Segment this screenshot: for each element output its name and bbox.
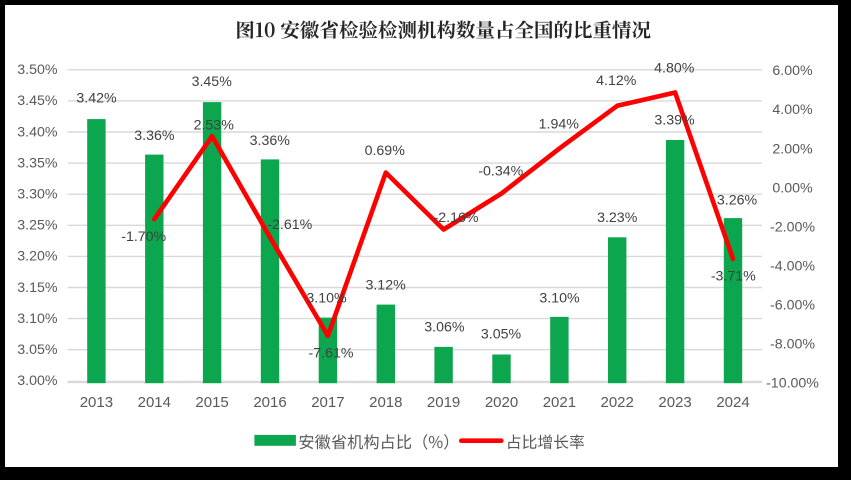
svg-text:-4.00%: -4.00%	[770, 258, 815, 274]
svg-text:-10.00%: -10.00%	[766, 376, 819, 392]
svg-text:3.10%: 3.10%	[17, 311, 58, 327]
svg-text:0.00%: 0.00%	[772, 180, 813, 196]
svg-text:2018: 2018	[369, 394, 402, 411]
svg-text:3.45%: 3.45%	[17, 93, 58, 109]
svg-text:-2.61%: -2.61%	[267, 217, 312, 233]
svg-text:3.12%: 3.12%	[365, 278, 406, 294]
svg-text:1.94%: 1.94%	[539, 117, 580, 133]
svg-text:3.20%: 3.20%	[17, 249, 58, 265]
svg-text:-8.00%: -8.00%	[770, 337, 815, 353]
svg-text:2017: 2017	[311, 394, 344, 411]
svg-text:2019: 2019	[427, 394, 460, 411]
svg-text:4.12%: 4.12%	[596, 73, 637, 89]
svg-text:3.10%: 3.10%	[306, 291, 347, 307]
svg-text:3.05%: 3.05%	[481, 326, 522, 342]
svg-text:2.00%: 2.00%	[772, 141, 813, 157]
svg-text:3.06%: 3.06%	[424, 320, 465, 336]
svg-text:4.80%: 4.80%	[654, 61, 695, 77]
svg-text:3.23%: 3.23%	[597, 210, 638, 226]
svg-text:3.10%: 3.10%	[539, 291, 580, 307]
svg-text:-7.61%: -7.61%	[309, 346, 354, 362]
svg-text:3.00%: 3.00%	[17, 373, 58, 389]
svg-text:3.50%: 3.50%	[17, 62, 58, 78]
svg-text:2015: 2015	[195, 394, 228, 411]
svg-text:2023: 2023	[658, 394, 691, 411]
svg-text:-6.00%: -6.00%	[770, 297, 815, 313]
svg-text:0.69%: 0.69%	[365, 143, 406, 159]
svg-text:2020: 2020	[485, 394, 518, 411]
svg-text:2021: 2021	[543, 394, 576, 411]
svg-text:3.39%: 3.39%	[654, 112, 695, 128]
svg-text:2013: 2013	[80, 394, 113, 411]
svg-text:3.05%: 3.05%	[17, 342, 58, 358]
svg-text:-0.34%: -0.34%	[478, 164, 523, 180]
svg-text:2.53%: 2.53%	[194, 118, 235, 134]
svg-text:3.35%: 3.35%	[17, 155, 58, 171]
svg-text:3.30%: 3.30%	[17, 187, 58, 203]
svg-text:-1.70%: -1.70%	[121, 229, 166, 245]
svg-text:3.40%: 3.40%	[17, 124, 58, 140]
svg-text:3.26%: 3.26%	[717, 193, 758, 209]
svg-text:2014: 2014	[138, 394, 171, 411]
svg-text:2022: 2022	[601, 394, 634, 411]
svg-text:3.36%: 3.36%	[134, 128, 175, 144]
svg-text:3.36%: 3.36%	[250, 133, 291, 149]
svg-text:6.00%: 6.00%	[772, 63, 813, 79]
svg-text:3.15%: 3.15%	[17, 280, 58, 296]
svg-text:4.00%: 4.00%	[772, 102, 813, 118]
svg-text:-2.00%: -2.00%	[770, 219, 815, 235]
svg-text:-2.16%: -2.16%	[434, 210, 479, 226]
svg-text:3.25%: 3.25%	[17, 218, 58, 234]
svg-text:2016: 2016	[253, 394, 286, 411]
svg-text:-3.71%: -3.71%	[711, 269, 756, 285]
svg-text:3.45%: 3.45%	[192, 74, 233, 90]
svg-text:2024: 2024	[716, 394, 749, 411]
svg-text:3.42%: 3.42%	[76, 91, 117, 107]
